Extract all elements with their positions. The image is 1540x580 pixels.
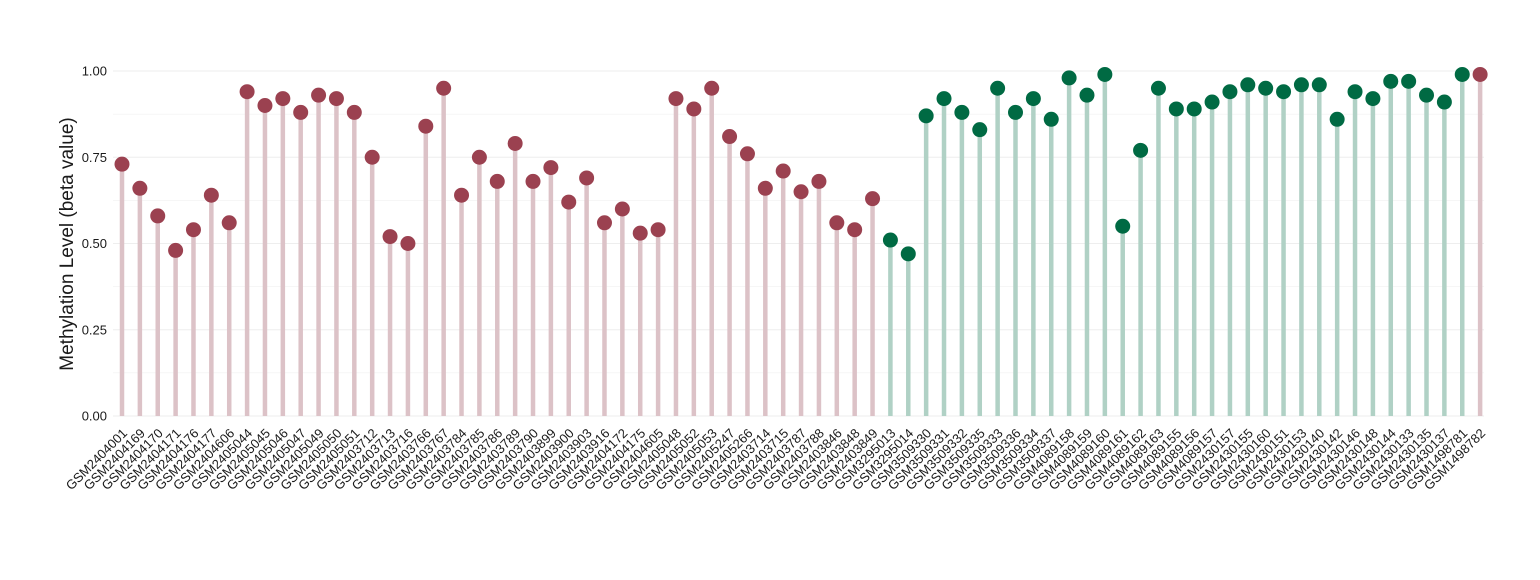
lollipop-point	[775, 163, 791, 179]
lollipop-point	[328, 91, 344, 107]
y-tick-label: 1.00	[82, 64, 107, 79]
lollipop-point	[811, 173, 827, 189]
lollipop-point	[847, 222, 863, 238]
lollipop-point	[1276, 84, 1292, 100]
lollipop-point	[650, 222, 666, 238]
lollipop-point	[1079, 87, 1095, 103]
lollipop-point	[1419, 87, 1435, 103]
lollipop-point	[275, 91, 291, 107]
y-axis-ticks: 0.00 0.25 0.50 0.75 1.00	[82, 64, 107, 424]
lollipop-point	[1097, 66, 1113, 82]
lollipop-point	[293, 104, 309, 120]
lollipop-point	[865, 191, 881, 207]
y-tick-label: 0.25	[82, 322, 107, 337]
lollipop-point	[1311, 77, 1327, 93]
lollipop-point	[418, 118, 434, 134]
lollipop-point	[632, 225, 648, 241]
x-axis-ticks: GSM2404001GSM2404169GSM2404170GSM2404171…	[63, 426, 1488, 493]
lollipop-point	[739, 146, 755, 162]
lollipop-point	[346, 104, 362, 120]
lollipop-point	[436, 80, 452, 96]
y-tick-label: 0.00	[82, 409, 107, 424]
lollipop-point	[990, 80, 1006, 96]
lollipop-point	[1204, 94, 1220, 110]
lollipop-point	[757, 180, 773, 196]
lollipop-point	[221, 215, 237, 231]
lollipop-point	[918, 108, 934, 124]
y-tick-label: 0.50	[82, 236, 107, 251]
lollipop-point	[1347, 84, 1363, 100]
lollipop-point	[686, 101, 702, 117]
lollipop-point	[507, 135, 523, 151]
lollipop-point	[1240, 77, 1256, 93]
lollipop-point	[614, 201, 630, 217]
lollipop-point	[489, 173, 505, 189]
lollipop-points	[114, 66, 1488, 262]
lollipop-point	[1454, 66, 1470, 82]
lollipop-point	[257, 98, 273, 113]
lollipop-point	[954, 104, 970, 120]
lollipop-point	[1150, 80, 1166, 96]
lollipop-point	[311, 87, 327, 103]
y-axis-title: Methylation Level (beta value)	[57, 117, 78, 370]
lollipop-point	[668, 91, 684, 107]
y-tick-label: 0.75	[82, 150, 107, 165]
lollipop-point	[829, 215, 845, 231]
lollipop-point	[1258, 80, 1274, 96]
lollipop-point	[1401, 73, 1417, 89]
lollipop-point	[1222, 84, 1238, 100]
lollipop-point	[1008, 104, 1023, 120]
lollipop-point	[543, 160, 559, 176]
lollipop-point	[185, 222, 201, 238]
lollipop-point	[1115, 218, 1131, 234]
lollipop-point	[454, 187, 470, 203]
lollipop-point	[1061, 70, 1077, 86]
lollipop-point	[596, 215, 612, 231]
lollipop-point	[1043, 111, 1059, 127]
lollipop-point	[1365, 91, 1381, 107]
lollipop-point	[900, 246, 916, 262]
lollipop-point	[239, 84, 255, 100]
lollipop-point	[793, 184, 809, 200]
grid-lines	[113, 70, 1484, 417]
lollipop-point	[1383, 73, 1399, 89]
lollipop-point	[561, 194, 577, 210]
lollipop-point	[525, 173, 541, 189]
lollipop-point	[132, 180, 148, 196]
lollipop-point	[579, 170, 595, 186]
lollipop-point	[150, 208, 166, 224]
lollipop-point	[364, 149, 380, 165]
lollipop-point	[1293, 77, 1309, 93]
lollipop-point	[972, 122, 988, 138]
lollipop-stems	[119, 74, 1483, 416]
lollipop-point	[936, 91, 952, 107]
lollipop-point	[382, 229, 398, 245]
lollipop-point	[400, 236, 416, 251]
lollipop-point	[1186, 101, 1202, 117]
lollipop-point	[1133, 142, 1149, 158]
lollipop-point	[1025, 91, 1041, 107]
lollipop-point	[203, 187, 219, 203]
lollipop-point	[114, 156, 130, 172]
lollipop-point	[168, 242, 184, 258]
lollipop-point	[722, 129, 738, 145]
lollipop-point	[704, 80, 720, 96]
lollipop-point	[1472, 66, 1488, 82]
lollipop-point	[1436, 94, 1452, 110]
lollipop-point	[882, 232, 898, 248]
lollipop-point	[471, 149, 487, 165]
lollipop-point	[1168, 101, 1184, 117]
lollipop-point	[1329, 111, 1345, 127]
